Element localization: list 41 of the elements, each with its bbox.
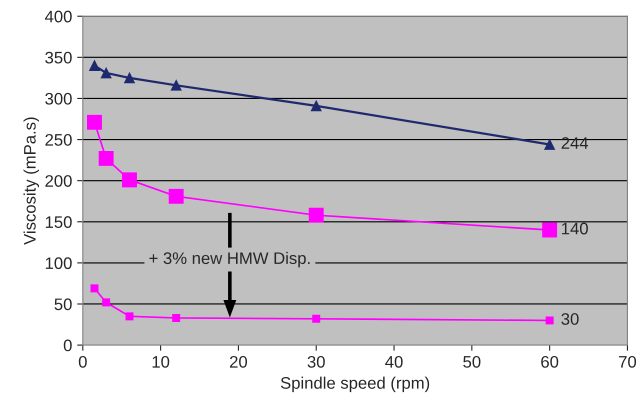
- y-axis-title: Viscosity (mPa.s): [23, 117, 40, 245]
- point: [168, 188, 184, 204]
- annotation: + 3% new HMW Disp.: [149, 252, 310, 268]
- x-tick-label: 10: [152, 356, 170, 368]
- y-tick-label: 50: [54, 298, 72, 310]
- x-axis-title: Spindle speed (rpm): [280, 376, 430, 392]
- point: [126, 312, 134, 320]
- point: [122, 172, 137, 188]
- x-tick-label: 20: [230, 356, 248, 368]
- x-tick-label: 0: [78, 356, 87, 368]
- point: [102, 298, 110, 306]
- point: [310, 100, 322, 112]
- x-tick-label: 70: [619, 356, 636, 368]
- data-label: 30: [561, 313, 579, 325]
- point: [542, 222, 558, 238]
- point: [170, 80, 182, 91]
- point: [100, 68, 112, 78]
- point: [312, 314, 320, 323]
- point: [308, 208, 324, 223]
- x-tick-label: 50: [463, 356, 480, 368]
- point: [98, 151, 114, 166]
- point: [124, 72, 135, 84]
- point: [87, 114, 102, 130]
- y-tick-label: 150: [46, 216, 72, 228]
- point: [89, 60, 100, 71]
- point: [546, 316, 554, 324]
- y-tick-label: 300: [45, 92, 72, 105]
- y-tick-label: 100: [46, 257, 72, 270]
- point: [90, 284, 98, 292]
- y-tick-label: 350: [45, 52, 72, 64]
- data-label: 140: [562, 222, 588, 234]
- x-tick-label: 40: [385, 356, 403, 368]
- data-label: 244: [562, 137, 588, 149]
- y-tick-label: 200: [45, 175, 72, 187]
- y-tick-label: 250: [45, 134, 72, 146]
- x-tick-label: 30: [308, 356, 325, 368]
- x-tick-label: 60: [541, 356, 558, 368]
- y-tick-label: 400: [44, 10, 72, 22]
- y-tick-label: 0: [64, 340, 72, 352]
- point: [172, 314, 180, 322]
- point: [544, 139, 556, 150]
